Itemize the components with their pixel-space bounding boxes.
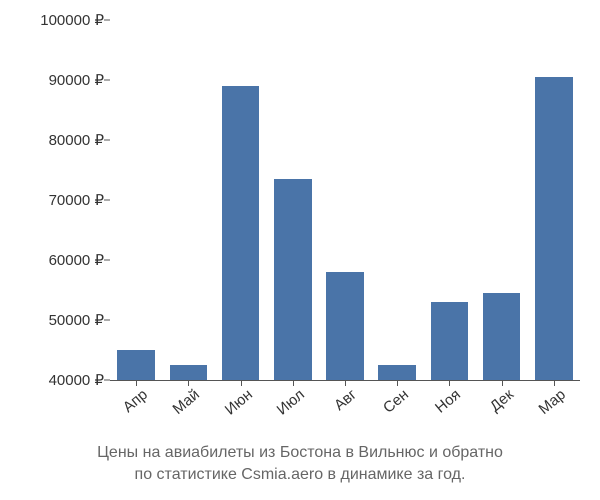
xtick-mark xyxy=(554,380,555,386)
price-bar-chart: 40000 ₽ 50000 ₽ 60000 ₽ 70000 ₽ 80000 ₽ 90000… xyxy=(0,0,600,500)
bar xyxy=(431,302,469,380)
xtick-label: Ноя xyxy=(433,386,465,417)
ytick-label: 40000 ₽ xyxy=(0,371,104,389)
ytick-label: 60000 ₽ xyxy=(0,251,104,269)
bar xyxy=(535,77,573,380)
xtick-label: Май xyxy=(170,386,203,418)
xtick-label: Сен xyxy=(380,386,412,417)
caption-line-2: по статистике Csmia.aero в динамике за г… xyxy=(135,466,466,483)
bar xyxy=(117,350,155,380)
ytick-label: 70000 ₽ xyxy=(0,191,104,209)
ytick-label: 90000 ₽ xyxy=(0,71,104,89)
xtick-mark xyxy=(293,380,294,386)
ytick-label: 50000 ₽ xyxy=(0,311,104,329)
xtick-label: Апр xyxy=(120,386,151,416)
bar xyxy=(483,293,521,380)
bar xyxy=(326,272,364,380)
bar xyxy=(170,365,208,380)
chart-caption: Цены на авиабилеты из Бостона в Вильнюс … xyxy=(0,442,600,485)
xtick-label: Июн xyxy=(221,386,255,419)
xtick-label: Дек xyxy=(486,386,516,415)
xtick-mark xyxy=(502,380,503,386)
bar xyxy=(378,365,416,380)
xtick-label: Авг xyxy=(331,386,360,414)
bar xyxy=(222,86,260,380)
xtick-label: Июл xyxy=(273,386,307,419)
xtick-mark xyxy=(345,380,346,386)
bar xyxy=(274,179,312,380)
ytick-label: 80000 ₽ xyxy=(0,131,104,149)
xtick-mark xyxy=(449,380,450,386)
bars-container xyxy=(110,20,580,380)
plot-area xyxy=(110,20,580,381)
xtick-mark xyxy=(241,380,242,386)
xtick-mark xyxy=(188,380,189,386)
xtick-mark xyxy=(397,380,398,386)
ytick-label: 100000 ₽ xyxy=(0,11,104,29)
caption-line-1: Цены на авиабилеты из Бостона в Вильнюс … xyxy=(97,444,503,461)
xtick-label: Мар xyxy=(535,386,568,418)
xtick-mark xyxy=(136,380,137,386)
